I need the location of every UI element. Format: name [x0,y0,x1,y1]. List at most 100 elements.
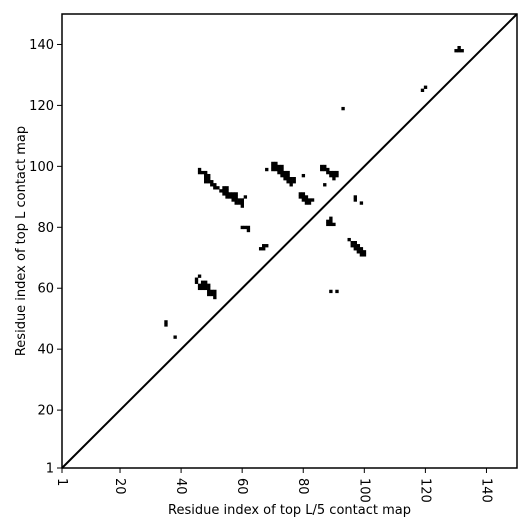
contact-point [356,250,361,254]
x-tick-label: 80 [295,478,310,495]
contact-point [274,161,278,166]
contact-point [289,177,293,181]
contact-point [332,173,336,178]
contact-point [210,289,214,294]
contact-point [353,244,357,248]
contact-point [329,216,333,220]
contact-point [234,198,238,202]
contact-point [292,180,296,184]
contact-point [194,277,199,281]
contact-point [289,180,293,184]
contact-point [298,192,303,196]
contact-point [329,289,333,294]
contact-point [258,247,263,251]
contact-point [359,247,364,251]
x-axis-label: Residue index of top L/5 contact map [168,503,411,518]
contact-point [274,167,278,172]
contact-point [307,201,312,205]
contact-point [323,167,327,172]
contact-point [234,192,238,196]
y-tick-label: 1 [46,462,54,477]
contact-point [207,286,211,291]
contact-point [277,167,281,172]
contact-point [231,192,235,196]
contact-point [353,198,357,202]
contact-point [197,286,202,291]
contact-point [283,177,287,181]
contact-point [454,49,458,53]
x-tick-label: 120 [417,478,432,503]
contact-point [262,247,266,251]
contact-point [286,173,290,178]
contact-point [326,170,330,175]
contact-point [457,49,461,53]
y-tick-label: 140 [29,38,54,53]
contact-point [234,195,238,199]
contact-point [362,253,367,257]
contact-point [194,280,199,284]
contact-point [173,335,177,339]
contact-point [329,222,333,227]
contact-point [335,170,339,175]
contact-point [356,244,361,248]
contact-point [231,198,235,202]
contact-point [213,183,217,187]
x-tick-label: 100 [356,478,371,503]
contact-point [304,198,309,202]
y-tick-label: 20 [37,404,54,419]
contact-point [213,292,217,297]
contact-point [246,225,251,230]
contact-point [332,170,336,175]
contact-point [277,164,281,169]
contact-point [298,195,303,199]
contact-point [207,180,211,184]
contact-point [304,195,309,199]
contact-point [200,280,205,284]
contact-point [301,195,306,199]
contact-point [329,170,333,175]
contact-point [301,173,306,178]
contact-point [222,192,226,196]
y-tick-label: 120 [29,99,54,114]
contact-point [280,173,284,178]
contact-point [228,195,232,199]
contact-point [271,167,275,172]
contact-point [332,222,336,227]
contact-point [164,323,168,327]
contact-point [326,222,330,227]
contact-point [329,173,333,178]
contact-point [326,167,330,172]
contact-point [204,180,208,184]
contact-point [329,219,333,224]
contact-point [286,170,290,175]
contact-point [359,250,364,254]
contact-point [347,237,351,242]
contact-point [240,201,244,205]
contact-point [213,289,217,294]
contact-point [204,177,208,181]
contact-point [304,201,309,205]
contact-point [350,241,354,245]
contact-point [237,201,241,205]
contact-point [197,170,202,175]
contact-point [460,49,464,53]
x-tick-label: 40 [173,478,188,495]
contact-point [307,198,312,202]
contact-point [243,225,248,230]
contact-point [197,167,202,172]
contact-point [207,283,211,288]
contact-point [222,189,226,193]
contact-point [204,173,208,178]
contact-point [423,85,428,89]
contact-point [265,167,269,172]
contact-point [353,241,357,245]
contact-point [210,292,214,297]
contact-point [292,177,296,181]
contact-point [335,173,339,178]
contact-point [240,198,244,202]
contact-point [262,244,266,248]
contact-point [274,164,278,169]
contact-point [286,180,290,184]
